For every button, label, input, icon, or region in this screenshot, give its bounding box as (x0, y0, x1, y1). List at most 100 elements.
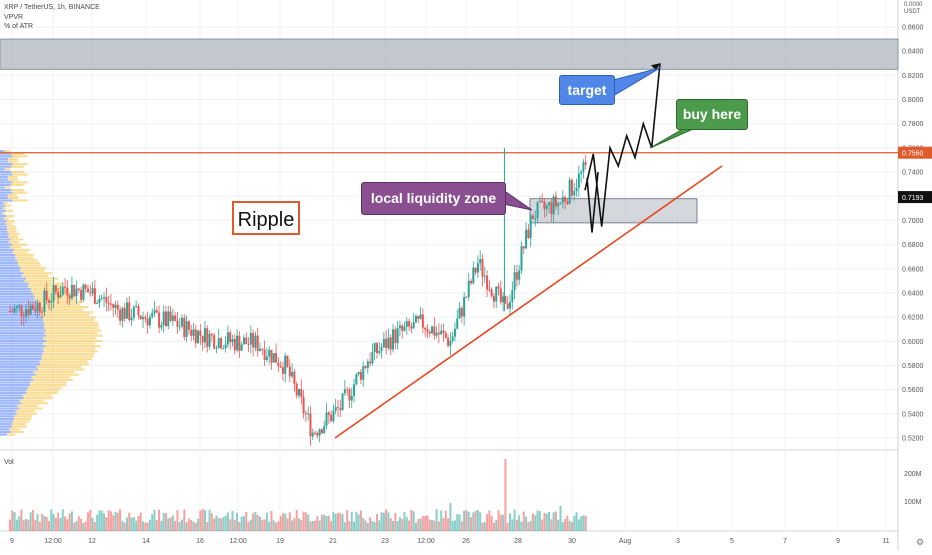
candle-body (394, 329, 397, 344)
volume-bar (380, 512, 383, 531)
candle-body (424, 327, 427, 330)
ascending-trendline[interactable] (334, 165, 723, 439)
volume-bar (206, 522, 209, 531)
candle-body (520, 246, 523, 271)
vpvr-bar-up (0, 363, 41, 366)
vpvr-bar-down (3, 217, 9, 220)
vpvr-bar-down (32, 378, 74, 381)
candle-body (557, 203, 560, 207)
candle-body (481, 259, 484, 277)
candle-body (561, 197, 564, 203)
candle-body (93, 288, 96, 304)
candle-body (279, 365, 282, 368)
vpvr-bar-down (17, 404, 38, 407)
vpvr-bar-down (44, 324, 99, 327)
candle-body (575, 187, 578, 191)
candle-body (582, 162, 585, 172)
volume-bar (490, 515, 493, 531)
vpvr-bar-up (0, 433, 7, 436)
candle-body (96, 302, 99, 304)
candle-body (568, 179, 571, 204)
volume-bar (492, 522, 495, 531)
price-axis-tick: 0.5600 (902, 387, 924, 394)
symbol-title[interactable]: XRP / TetherUS, 1h, BINANCE (4, 4, 100, 11)
vpvr-bar-up (0, 381, 30, 384)
volume-bar (522, 511, 525, 531)
candle-body (327, 412, 330, 415)
volume-bar (224, 515, 227, 531)
volume-bar (364, 520, 367, 531)
target-callout[interactable]: target (559, 75, 615, 105)
chart-legend: XRP / TetherUS, 1h, BINANCE VPVR % of AT… (4, 3, 100, 32)
supply-zone[interactable] (0, 38, 899, 70)
volume-bar (54, 517, 57, 531)
candle-body (275, 353, 278, 363)
candle-body (261, 348, 264, 350)
volume-bar (421, 516, 424, 531)
vpvr-indicator-label[interactable]: VPVR (4, 13, 24, 21)
candle-body (203, 328, 206, 343)
volume-bar (59, 517, 62, 531)
vpvr-bar-up (0, 287, 31, 290)
candle-body (148, 316, 151, 326)
volume-bar (91, 517, 94, 531)
vpvr-bar-down (42, 342, 96, 345)
candle-body (442, 330, 445, 333)
volume-bar (162, 513, 165, 531)
vpvr-bar-up (0, 384, 30, 387)
candle-body (52, 285, 55, 301)
buy-here-callout[interactable]: buy here (676, 99, 748, 130)
candle-body (531, 215, 534, 219)
time-axis-tick: 26 (462, 538, 470, 545)
vpvr-bar-up (0, 238, 11, 241)
candle-body (488, 289, 491, 291)
volume-bar (137, 515, 140, 531)
candle-body (73, 284, 76, 297)
candle-body (410, 326, 413, 329)
volume-bar (25, 519, 28, 531)
price-axis-tick: 0.6200 (902, 315, 924, 322)
vpvr-bar-down (10, 170, 25, 173)
volume-bar (348, 521, 351, 531)
candle-body (66, 287, 69, 296)
vpvr-bar-down (23, 394, 52, 397)
vpvr-bar-up (0, 410, 16, 413)
volume-pane-label[interactable]: Vol (4, 459, 14, 466)
volume-bar (68, 513, 71, 531)
volume-bar (554, 511, 557, 531)
vpvr-bar-down (31, 376, 71, 379)
time-axis-tick: Aug (619, 538, 632, 545)
volume-bar (336, 512, 339, 531)
volume-bar (245, 511, 248, 531)
local-liquidity-zone-callout[interactable]: local liquidity zone (361, 182, 506, 215)
price-axis-tick: 0.7000 (902, 218, 924, 225)
volume-bar (43, 516, 46, 531)
vpvr-bar-down (23, 272, 53, 275)
atr-indicator-label[interactable]: % of ATR (4, 23, 34, 30)
vpvr-bar-up (0, 394, 24, 397)
candle-body (38, 302, 41, 312)
vpvr-bar-down (28, 282, 64, 285)
volume-bar (125, 517, 128, 531)
volume-bar (220, 518, 223, 531)
projection-path[interactable] (584, 63, 661, 227)
candle-body (566, 201, 569, 204)
candle-body (226, 332, 229, 345)
ripple-label[interactable]: Ripple (232, 201, 300, 235)
candle-body (417, 315, 420, 319)
vpvr-bar-up (0, 306, 40, 309)
candle-body (208, 333, 211, 347)
volume-bar (100, 510, 103, 531)
volume-bar (29, 512, 32, 531)
volume-bar (259, 516, 262, 531)
vpvr-bar-up (0, 204, 5, 207)
candle-body (201, 335, 204, 343)
candle-body (362, 366, 365, 380)
volume-bar (495, 520, 498, 531)
vpvr-bar-up (0, 358, 42, 361)
candle-body (64, 286, 67, 288)
volume-bar (366, 522, 369, 531)
vpvr-bar-up (0, 326, 45, 329)
